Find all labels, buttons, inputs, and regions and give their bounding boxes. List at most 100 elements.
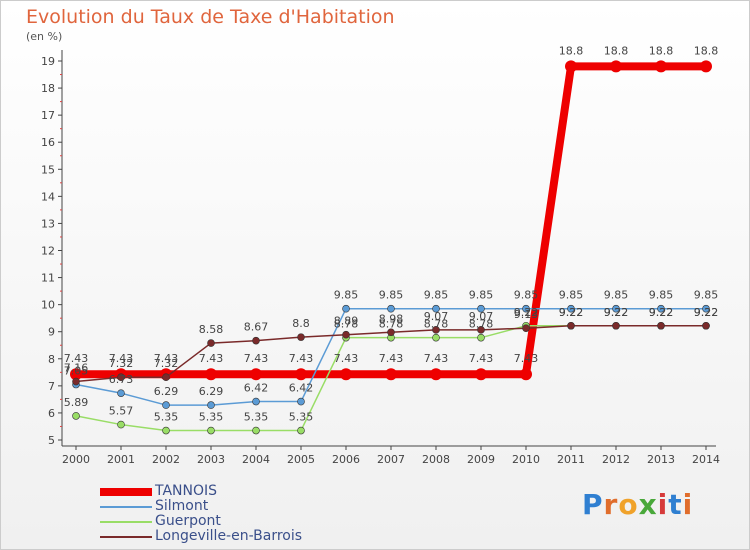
data-point bbox=[297, 426, 305, 435]
data-label: 9.22 bbox=[559, 306, 584, 319]
legend-swatch bbox=[100, 505, 152, 508]
data-label: 18.8 bbox=[604, 44, 629, 57]
data-point bbox=[477, 326, 485, 334]
y-tick-label: 8 bbox=[48, 353, 55, 366]
logo-letter: x bbox=[638, 488, 658, 521]
data-point bbox=[252, 336, 260, 345]
data-label: 7.16 bbox=[64, 362, 89, 375]
legend-swatch bbox=[100, 520, 152, 523]
data-point bbox=[610, 60, 622, 73]
data-label: 8.58 bbox=[199, 323, 224, 336]
data-point bbox=[522, 304, 530, 313]
data-label: 9.22 bbox=[649, 306, 674, 319]
data-label: 8.78 bbox=[424, 318, 449, 331]
data-label: 9.85 bbox=[649, 289, 674, 302]
x-tick-label: 2000 bbox=[62, 453, 90, 466]
y-tick-label: 13 bbox=[41, 217, 55, 230]
data-label: 8.78 bbox=[334, 318, 359, 331]
data-label: 7.43 bbox=[64, 352, 89, 365]
x-tick-label: 2010 bbox=[512, 453, 540, 466]
logo-letter: i bbox=[682, 488, 694, 521]
x-tick-label: 2004 bbox=[242, 453, 270, 466]
data-point bbox=[387, 328, 395, 337]
data-point bbox=[205, 368, 217, 381]
y-tick-label: 7 bbox=[48, 380, 55, 393]
data-label: 9.13 bbox=[514, 308, 539, 321]
data-point bbox=[297, 397, 305, 406]
data-point bbox=[477, 333, 485, 342]
data-point bbox=[477, 304, 485, 313]
data-point bbox=[522, 324, 530, 332]
chart-title: Evolution du Taux de Taxe d'Habitation bbox=[26, 6, 395, 28]
data-point bbox=[252, 426, 260, 435]
data-label: 5.89 bbox=[64, 396, 89, 409]
data-point bbox=[700, 60, 712, 73]
x-tick-label: 2014 bbox=[692, 453, 720, 466]
data-point bbox=[117, 373, 125, 381]
y-tick-label: 15 bbox=[41, 163, 55, 176]
legend-label: Silmont bbox=[155, 498, 209, 514]
y-tick-label: 10 bbox=[41, 299, 55, 312]
data-point bbox=[295, 368, 307, 381]
data-label: 6.42 bbox=[289, 382, 314, 395]
data-point bbox=[702, 321, 710, 330]
data-label: 6.73 bbox=[109, 373, 134, 386]
data-label: 8.78 bbox=[469, 318, 494, 331]
proxiti-logo: Proxiti bbox=[582, 488, 693, 521]
data-label: 7.43 bbox=[514, 352, 539, 365]
data-point bbox=[340, 368, 352, 381]
x-tick-label: 2009 bbox=[467, 453, 495, 466]
data-label: 7.43 bbox=[244, 352, 269, 365]
x-tick-label: 2003 bbox=[197, 453, 225, 466]
data-label: 18.8 bbox=[649, 44, 674, 57]
data-label: 18.8 bbox=[559, 44, 584, 57]
x-tick-label: 2008 bbox=[422, 453, 450, 466]
data-label: 8.67 bbox=[244, 321, 269, 334]
data-label: 9.22 bbox=[514, 306, 539, 319]
x-tick-label: 2002 bbox=[152, 453, 180, 466]
data-point bbox=[252, 397, 260, 406]
data-point bbox=[297, 333, 305, 341]
data-label: 9.85 bbox=[559, 289, 584, 302]
legend-item: Guerpont bbox=[100, 514, 302, 529]
data-point bbox=[342, 330, 350, 339]
data-point bbox=[385, 368, 397, 381]
data-label: 5.57 bbox=[109, 405, 134, 418]
data-point bbox=[567, 321, 575, 330]
data-label: 8.78 bbox=[379, 318, 404, 331]
data-point bbox=[432, 326, 440, 334]
logo-letter: o bbox=[618, 488, 639, 521]
data-label: 8.89 bbox=[334, 315, 359, 328]
data-label: 9.85 bbox=[604, 289, 629, 302]
data-label: 9.85 bbox=[694, 289, 719, 302]
data-label: 5.35 bbox=[199, 411, 224, 424]
data-point bbox=[612, 321, 620, 330]
x-tick-label: 2001 bbox=[107, 453, 135, 466]
legend-label: TANNOIS bbox=[155, 483, 218, 499]
legend-item: TANNOIS bbox=[100, 484, 302, 499]
data-label: 9.22 bbox=[694, 306, 719, 319]
data-point bbox=[432, 333, 440, 342]
logo-letter: P bbox=[582, 488, 604, 521]
data-point bbox=[612, 304, 620, 313]
legend-item: Longeville-en-Barrois bbox=[100, 529, 302, 544]
data-point bbox=[250, 368, 262, 381]
x-tick-label: 2007 bbox=[377, 453, 405, 466]
data-label: 18.8 bbox=[694, 44, 719, 57]
data-label: 8.8 bbox=[292, 317, 310, 330]
y-tick-label: 16 bbox=[41, 136, 55, 149]
data-label: 7.43 bbox=[379, 352, 404, 365]
data-label: 9.22 bbox=[694, 306, 719, 319]
data-point bbox=[207, 339, 215, 347]
data-label: 9.85 bbox=[469, 289, 494, 302]
data-label: 6.29 bbox=[199, 385, 224, 398]
data-point bbox=[520, 368, 532, 381]
data-point bbox=[655, 60, 667, 73]
data-point bbox=[207, 401, 215, 409]
legend-label: Longeville-en-Barrois bbox=[155, 528, 303, 544]
legend-swatch bbox=[100, 487, 152, 496]
data-label: 7.05 bbox=[64, 365, 89, 378]
y-tick-label: 14 bbox=[41, 190, 55, 203]
y-tick-label: 5 bbox=[48, 434, 55, 447]
data-label: 9.85 bbox=[334, 289, 359, 302]
